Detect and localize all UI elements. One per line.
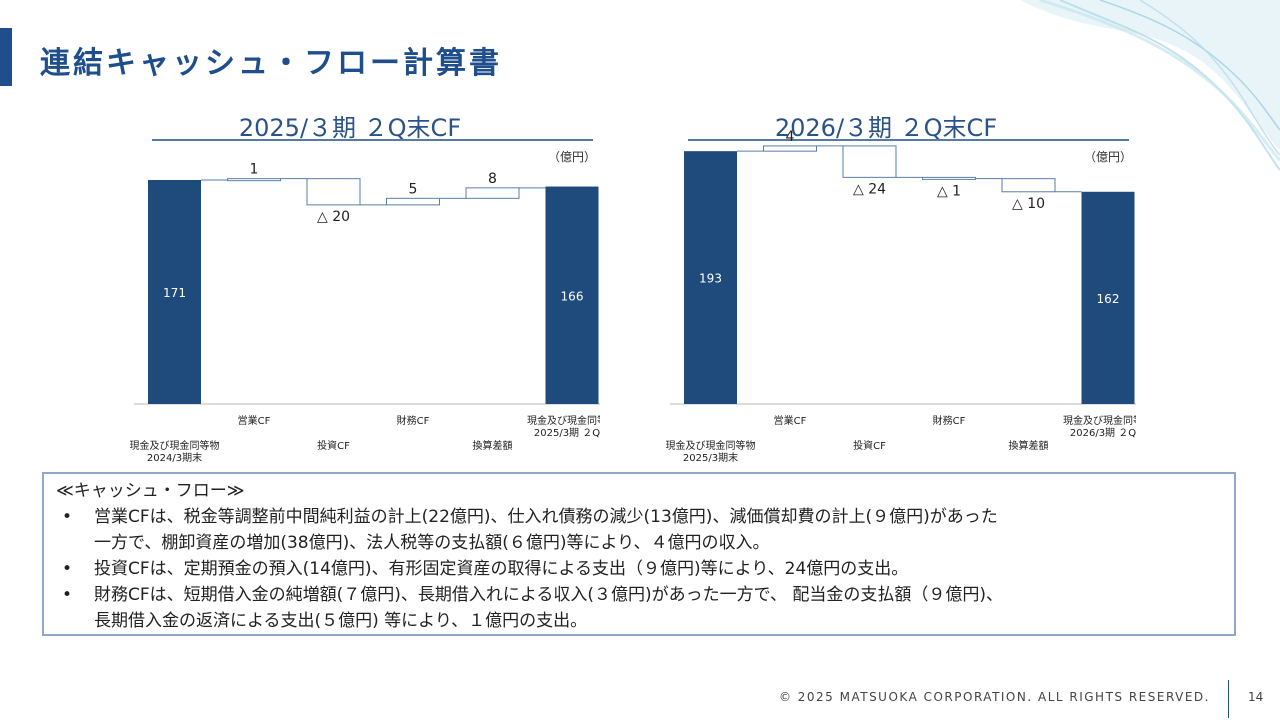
data-label: △ 24	[853, 181, 886, 197]
title-accent-bar	[0, 28, 12, 86]
page-title: 連結キャッシュ・フロー計算書	[40, 46, 502, 81]
bar-total	[1081, 191, 1135, 404]
category-label: 現金及び現金同等物	[1063, 414, 1136, 427]
data-label: 166	[561, 289, 584, 303]
summary-bullet-operating: 営業CFは、税金等調整前中間純利益の計上(22億円)、仕入れ債務の減少(13億円…	[56, 504, 1222, 556]
category-label: 現金及び現金同等物	[666, 439, 756, 452]
category-label: 換算差額	[473, 439, 513, 452]
bar-delta	[842, 145, 897, 178]
bar-delta	[306, 178, 361, 206]
data-label: 171	[163, 286, 186, 300]
chart-title: 2025/３期 ２Q末CF	[238, 114, 462, 142]
data-label: 4	[786, 129, 795, 145]
category-label: 営業CF	[238, 414, 271, 427]
bullet-line: 営業CFは、税金等調整前中間純利益の計上(22億円)、仕入れ債務の減少(13億円…	[94, 507, 998, 527]
copyright-footer: © 2025 MATSUOKA CORPORATION. ALL RIGHTS …	[778, 690, 1210, 704]
unit-label: （億円）	[548, 150, 597, 164]
category-label: 営業CF	[774, 414, 807, 427]
summary-bullet-investing: 投資CFは、定期預金の預入(14億円)、有形固定資産の取得による支出（９億円)等…	[56, 556, 1222, 582]
summary-bullet-list: 営業CFは、税金等調整前中間純利益の計上(22億円)、仕入れ債務の減少(13億円…	[56, 504, 1222, 634]
data-label: △ 20	[317, 209, 350, 225]
data-label: 1	[250, 162, 259, 178]
bullet-line: 投資CFは、定期預金の預入(14億円)、有形固定資産の取得による支出（９億円)等…	[94, 559, 909, 579]
bar-total	[684, 151, 737, 404]
bullet-line: 一方で、棚卸資産の増加(38億円)、法人税等の支払額(６億円)等により、４億円の…	[94, 533, 770, 553]
bar-delta	[386, 197, 440, 206]
waterfall-chart-fy2026: 2026/３期 ２Q末CF （億円） 193 現金及び現金同等物 2025/3期末 4…	[636, 104, 1136, 464]
summary-bullet-financing: 財務CFは、短期借入金の純増額(７億円)、長期借入れによる収入(３億円)があった…	[56, 582, 1222, 634]
data-label: △ 1	[937, 183, 961, 199]
category-label: 現金及び現金同等物	[527, 414, 600, 427]
footer-divider	[1228, 680, 1229, 718]
category-label: 2026/3期 ２Q末	[1070, 426, 1136, 439]
cashflow-summary-box: ≪キャッシュ・フロー≫ 営業CFは、税金等調整前中間純利益の計上(22億円)、仕…	[42, 472, 1236, 636]
bar-total	[545, 186, 599, 404]
data-label: 8	[488, 171, 497, 187]
category-label: 2024/3期末	[147, 451, 202, 464]
category-label: 投資CF	[853, 439, 886, 452]
data-label: 193	[699, 272, 722, 286]
category-label: 2025/3期末	[683, 451, 738, 464]
bar-delta	[763, 145, 817, 152]
waterfall-chart-fy2025: 2025/３期 ２Q末CF （億円） 171 現金及び現金同等物 2024/3期末 1…	[100, 104, 600, 464]
bar-delta	[922, 176, 976, 180]
chart-title: 2026/３期 ２Q末CF	[774, 114, 998, 142]
page-number: 14	[1248, 690, 1264, 704]
data-label: 5	[409, 181, 418, 197]
summary-heading: ≪キャッシュ・フロー≫	[56, 481, 245, 501]
category-label: 財務CF	[933, 414, 966, 427]
bullet-line: 財務CFは、短期借入金の純増額(７億円)、長期借入れによる収入(３億円)があった…	[94, 585, 1004, 605]
unit-label: （億円）	[1084, 150, 1133, 164]
category-label: 財務CF	[397, 414, 430, 427]
decorative-wave-graphic	[1020, 0, 1280, 171]
bar-delta	[227, 178, 281, 182]
category-label: 換算差額	[1009, 439, 1049, 452]
bar-delta	[1001, 178, 1056, 193]
bullet-line: 長期借入金の返済による支出(５億円) 等により、１億円の支出。	[94, 611, 588, 631]
data-label: 162	[1097, 292, 1120, 306]
bar-delta	[465, 187, 520, 199]
bar-total	[148, 179, 201, 404]
category-label: 2025/3期 ２Q末	[534, 426, 600, 439]
data-label: △ 10	[1012, 196, 1045, 212]
category-label: 投資CF	[317, 439, 350, 452]
category-label: 現金及び現金同等物	[130, 439, 220, 452]
